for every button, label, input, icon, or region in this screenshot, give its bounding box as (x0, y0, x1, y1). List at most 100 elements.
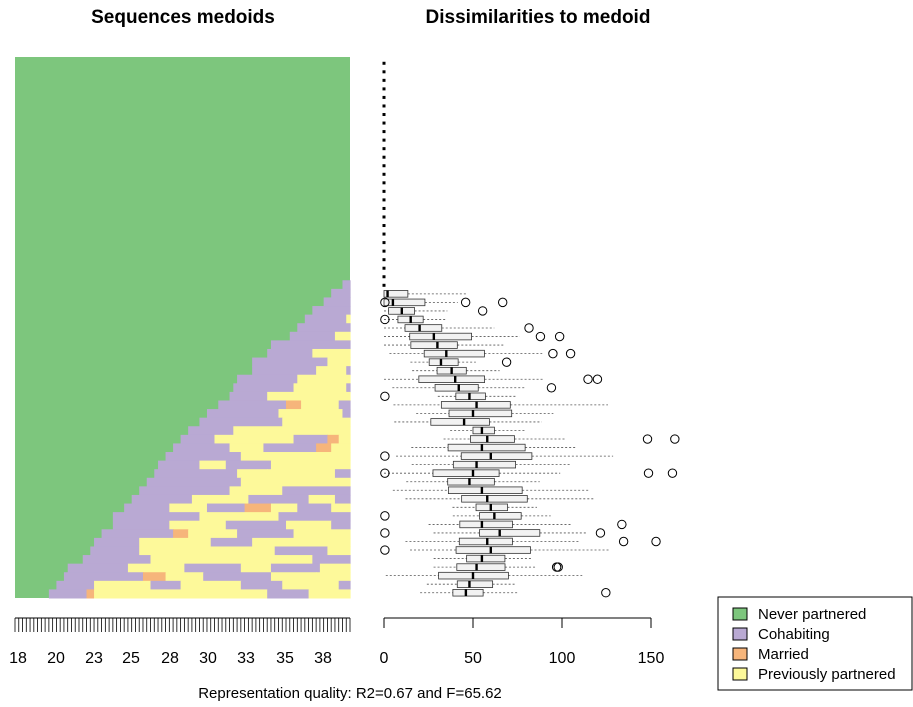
box-outlier (601, 588, 611, 598)
box-outlier (460, 297, 471, 308)
sequence-segment (139, 537, 212, 547)
sequence-tick-label: 18 (9, 650, 27, 667)
right-chart-title: Dissimilarities to medoid (426, 7, 651, 28)
sequence-segment (146, 477, 242, 487)
sequence-segment (304, 314, 347, 324)
box-degenerate (382, 232, 386, 236)
legend-swatch (732, 607, 748, 621)
sequence-tick-label: 30 (199, 650, 217, 667)
sequence-segment (334, 537, 351, 547)
box-iqr (460, 452, 533, 460)
sequence-segment (146, 589, 234, 599)
box-outlier (380, 314, 390, 325)
sequence-segment (342, 409, 351, 419)
sequence-segment (142, 572, 167, 582)
dissimilarity-boxplot (380, 61, 680, 598)
sequence-segment (199, 460, 227, 470)
sequence-segment (293, 434, 329, 444)
sequence-segment (327, 546, 351, 556)
sequence-segment (267, 555, 313, 565)
legend: Never partnered Cohabiting Married Previous… (717, 596, 913, 691)
box-iqr (447, 486, 523, 494)
box-degenerate (382, 206, 386, 210)
box-degenerate (382, 215, 386, 219)
sequence-segment (248, 494, 310, 505)
sequence-segment (312, 348, 351, 359)
sequence-segment (184, 563, 242, 573)
box-degenerate (382, 113, 386, 117)
sequence-segment (342, 280, 351, 290)
sequence-segment (165, 572, 204, 582)
sequence-tick-label: 38 (314, 650, 332, 667)
sequence-index-plot (15, 57, 351, 599)
dissimilarity-tick-label: 100 (549, 650, 576, 667)
sequence-segment (297, 460, 351, 470)
sequence-segment (263, 443, 317, 453)
legend-label: Cohabiting (758, 626, 830, 643)
sequence-segment (338, 426, 351, 436)
sequence-segment (225, 520, 287, 530)
sequence-segment (94, 580, 152, 590)
sequence-segment (86, 589, 95, 599)
sequence-tick-label: 35 (276, 650, 294, 667)
sequence-segment (229, 486, 283, 496)
box-iqr (452, 588, 484, 597)
sequence-segment (308, 494, 336, 505)
sequence-segment (252, 366, 317, 376)
box-iqr (448, 409, 513, 418)
sequence-segment (267, 589, 310, 599)
sequence-segment (327, 434, 340, 444)
sequence-segment (346, 391, 351, 401)
box-iqr (479, 529, 541, 537)
box-outlier (670, 434, 680, 444)
left-chart-title: Sequences medoids (91, 7, 275, 28)
sequence-segment (180, 555, 268, 565)
sequence-segment (289, 331, 336, 341)
sequence-segment (270, 503, 298, 513)
sequence-segment (240, 452, 287, 462)
sequence-segment (240, 477, 298, 487)
box-iqr (447, 477, 495, 486)
sequence-segment (338, 434, 351, 444)
box-outlier (592, 374, 603, 384)
sequence-segment (82, 555, 152, 565)
sequence-segment (312, 555, 351, 565)
sequence-segment (297, 503, 332, 513)
box-outlier (380, 297, 390, 308)
sequence-segment (327, 357, 351, 367)
sequence-tick-label: 25 (122, 650, 140, 667)
sequence-segment (240, 563, 272, 573)
sequence-segment (244, 503, 272, 513)
sequence-segment (297, 323, 351, 333)
box-iqr (470, 435, 515, 443)
sequence-segment (297, 374, 351, 384)
sequence-segment (56, 580, 95, 590)
box-outlier (554, 331, 565, 342)
sequence-segment (278, 409, 344, 419)
dissimilarity-tick-label: 50 (464, 650, 482, 667)
box-degenerate (382, 198, 386, 202)
sequence-segment (112, 520, 170, 530)
box-outlier (595, 528, 606, 538)
sequence-segment (169, 546, 234, 556)
sequence-segment (319, 563, 351, 573)
sequence-segment (173, 529, 189, 539)
box-outlier (651, 536, 661, 547)
sequence-segment (218, 400, 287, 410)
sequence-segment (270, 563, 321, 573)
box-degenerate (382, 155, 386, 159)
sequence-segment (323, 297, 351, 307)
box-iqr (452, 460, 517, 469)
box-degenerate (382, 189, 386, 193)
box-degenerate (382, 241, 386, 245)
sequence-segment (165, 452, 242, 462)
box-iqr (430, 418, 490, 426)
sequence-segment (301, 400, 340, 410)
box-degenerate (382, 138, 386, 142)
box-iqr (472, 426, 495, 435)
box-degenerate (382, 172, 386, 176)
box-iqr (456, 563, 506, 571)
box-iqr (459, 520, 513, 529)
sequence-segment (139, 486, 231, 496)
